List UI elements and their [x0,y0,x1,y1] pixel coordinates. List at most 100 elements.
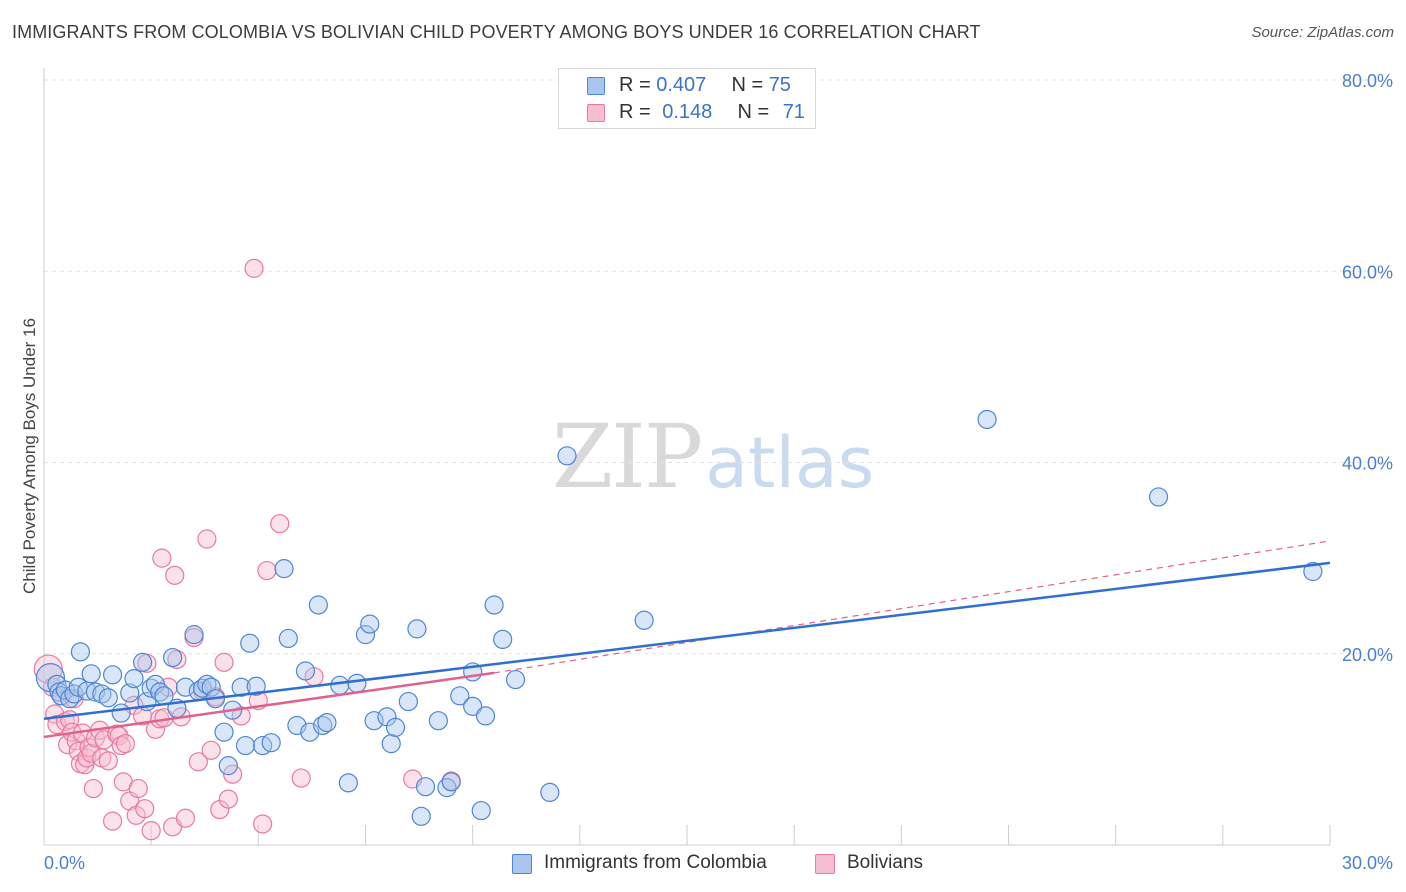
bolivians-point-59 [244,258,264,278]
colombia-points [35,409,1323,826]
legend-n-label-pink: N = [737,101,770,123]
colombia-point-76 [634,610,654,630]
colombia-point-63 [428,711,448,731]
bolivians-point-29 [115,734,136,754]
bolivians-point-51 [197,529,217,549]
colombia-point-71 [484,595,504,615]
colombia-point-54 [360,614,380,634]
colombia-point-73 [505,669,526,690]
colombia-point-33 [214,722,234,742]
bolivians-point-40 [152,548,172,568]
colombia-point-55 [364,711,384,731]
bolivians-point-47 [175,808,196,828]
bolivians-trend-line [43,671,495,739]
colombia-point-72 [493,629,513,650]
colombia-point-53 [355,625,376,645]
colombia-point-17 [124,669,144,689]
legend-r-value-pink: 0.148 [662,101,713,123]
colombia-point-78 [1148,487,1169,507]
colombia-point-74 [540,782,560,803]
colombia-point-41 [261,733,281,753]
y-tick-labels: 20.0% 40.0% 60.0% 80.0% [1342,71,1393,665]
y-tick-label-0: 20.0% [1342,645,1393,665]
colombia-point-70 [475,706,496,726]
colombia-point-45 [295,661,316,681]
legend-n-label-blue: N = [731,74,764,96]
colombia-point-77 [977,409,997,430]
bolivians-point-37 [141,821,161,841]
y-tick-label-3: 80.0% [1342,71,1393,91]
bolivians-point-17 [81,743,101,763]
colombia-point-67 [463,696,483,716]
bolivians-point-35 [135,799,155,819]
bolivians-point-18 [83,778,103,799]
colombia-point-43 [278,628,298,649]
bolivians-point-56 [218,789,238,809]
colombia-point-58 [385,717,406,737]
colombia-point-49 [317,712,337,733]
chart-title: IMMIGRANTS FROM COLOMBIA VS BOLIVIAN CHI… [12,22,981,42]
watermark-zip: ZIP [552,405,703,508]
colombia-point-26 [175,677,196,697]
bottom-legend: Immigrants from Colombia Bolivians [0,852,1406,876]
bolivians-point-24 [102,811,123,831]
colombia-point-50 [330,675,350,695]
colombia-point-57 [381,734,401,754]
colombia-point-60 [407,619,427,639]
legend-swatch-pink [587,104,605,122]
legend-r-value-blue: 0.407 [656,74,707,96]
bolivians-point-63 [270,514,290,534]
colombia-point-31 [201,677,221,697]
bottom-legend-blue-label: Immigrants from Colombia [544,852,767,873]
axes [43,68,1331,846]
colombia-point-10 [81,664,101,684]
colombia-point-37 [235,735,256,756]
colombia-point-34 [218,756,238,776]
colombia-point-42 [274,559,294,579]
colombia-point-66 [450,686,470,706]
bottom-swatch-pink [815,854,835,874]
colombia-point-79 [1303,561,1323,582]
colombia-point-65 [441,772,461,792]
colombia-point-18 [132,652,153,672]
legend-n-value-blue: 75 [768,74,791,96]
bolivians-point-62 [257,560,277,581]
bolivians-point-49 [188,752,208,772]
x-tick-labels: 0.0% 30.0% [44,853,1393,873]
bottom-legend-pink-label: Bolivians [847,852,924,873]
colombia-point-15 [111,703,131,723]
bottom-swatch-blue [512,854,532,874]
legend-r-label-pink: R = [619,101,651,123]
colombia-point-13 [98,688,118,708]
colombia-point-16 [120,683,140,703]
colombia-point-36 [231,677,251,697]
colombia-point-59 [398,691,418,712]
bolivians-point-57 [223,764,243,784]
colombia-point-75 [557,446,577,466]
legend-row-pink: R = 0.148 N = 71 [619,101,805,124]
y-tick-label-1: 40.0% [1342,454,1393,474]
colombia-point-61 [411,806,431,826]
colombia-point-39 [246,676,266,696]
colombia-point-24 [163,647,183,668]
grid [44,79,1392,655]
colombia-point-38 [240,633,260,653]
bolivians-point-33 [128,778,148,799]
colombia-point-27 [184,625,204,645]
bolivians-point-52 [201,740,221,760]
bolivians-point-44 [165,565,185,585]
bolivians-point-23 [98,751,118,771]
legend-row-blue: R = 0.407 N = 75 [619,74,791,97]
bolivians-point-64 [291,768,311,788]
legend-swatch-blue [587,77,605,95]
legend-n-value-pink: 71 [782,101,805,123]
colombia-point-8 [70,642,91,662]
colombia-point-14 [102,665,123,685]
x-tick-label-1: 30.0% [1342,853,1393,873]
colombia-trend-line [43,561,1331,721]
bolivians-trend-dashed [494,540,1331,674]
bolivians-point-61 [253,814,273,834]
y-tick-label-2: 60.0% [1342,262,1393,282]
x-tick-label-0: 0.0% [44,853,85,873]
